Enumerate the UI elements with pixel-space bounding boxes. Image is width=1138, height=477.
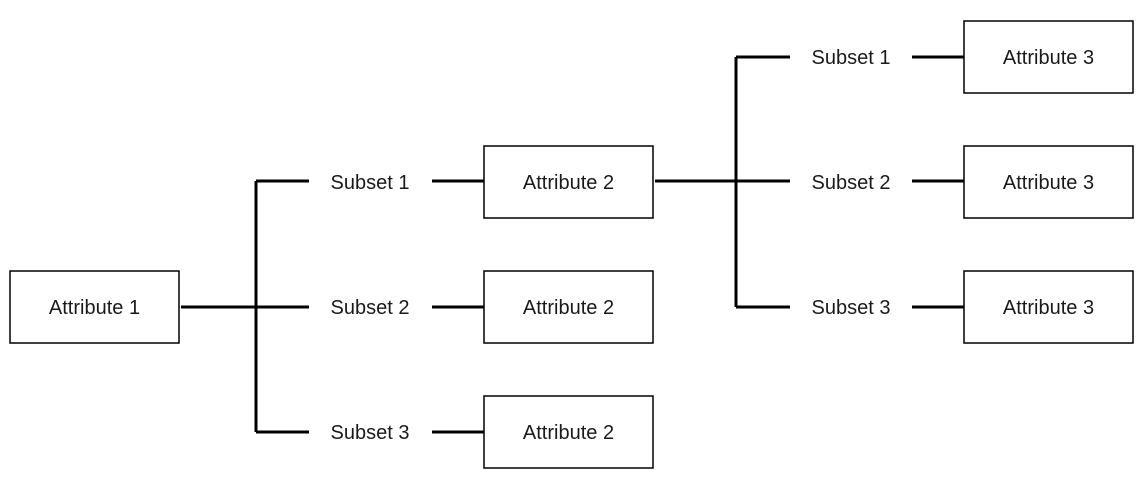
l1-subset-2-label: Subset 2	[331, 297, 410, 319]
node-attribute-2-c: Attribute 2	[483, 395, 655, 470]
node-attribute-3-a-label: Attribute 3	[1003, 47, 1094, 69]
l1-subset-3-label: Subset 3	[331, 422, 410, 444]
node-attribute-3-b-label: Attribute 3	[1003, 172, 1094, 194]
node-attribute-2-b-label: Attribute 2	[523, 297, 614, 319]
node-attribute-3-c-label: Attribute 3	[1003, 297, 1094, 319]
connectors	[179, 55, 964, 434]
node-attribute-3-a: Attribute 3	[963, 20, 1135, 95]
node-attribute-3-c: Attribute 3	[963, 270, 1135, 345]
l2-subset-1-label: Subset 1	[812, 47, 891, 69]
node-attribute-2-b: Attribute 2	[483, 270, 655, 345]
node-attribute-1-label: Attribute 1	[49, 297, 140, 319]
l1-subset-1-label: Subset 1	[331, 172, 410, 194]
node-attribute-2-a: Attribute 2	[483, 145, 655, 220]
l2-subset-2-label: Subset 2	[812, 172, 891, 194]
node-attribute-3-b: Attribute 3	[963, 145, 1135, 220]
node-attribute-1: Attribute 1	[9, 270, 181, 345]
node-attribute-2-c-label: Attribute 2	[523, 422, 614, 444]
l2-subset-3-label: Subset 3	[812, 297, 891, 319]
node-attribute-2-a-label: Attribute 2	[523, 172, 614, 194]
